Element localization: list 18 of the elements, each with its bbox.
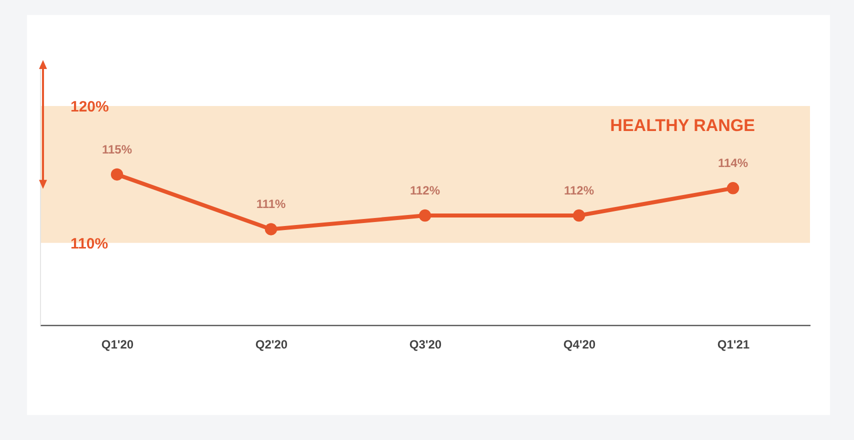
point — [264, 223, 278, 236]
x-tick-label: Q1'20 — [101, 338, 134, 352]
band-label: HEALTHY RANGE — [610, 116, 755, 136]
x-tick-label: Q1'21 — [717, 338, 750, 352]
data-label: 115% — [102, 142, 132, 156]
y-tick-label: 110% — [70, 235, 108, 252]
point — [572, 209, 586, 222]
x-tick-label: Q2'20 — [255, 338, 288, 352]
x-tick-label: Q3'20 — [409, 338, 442, 352]
point — [110, 168, 124, 181]
data-label: 114% — [718, 156, 748, 170]
data-label: 111% — [256, 197, 286, 212]
point — [418, 209, 432, 222]
point — [726, 182, 740, 194]
data-label: 112% — [564, 184, 594, 198]
x-tick-label: Q4'20 — [563, 338, 596, 352]
y-tick-label: 120% — [70, 98, 109, 116]
data-label: 112% — [410, 184, 440, 198]
